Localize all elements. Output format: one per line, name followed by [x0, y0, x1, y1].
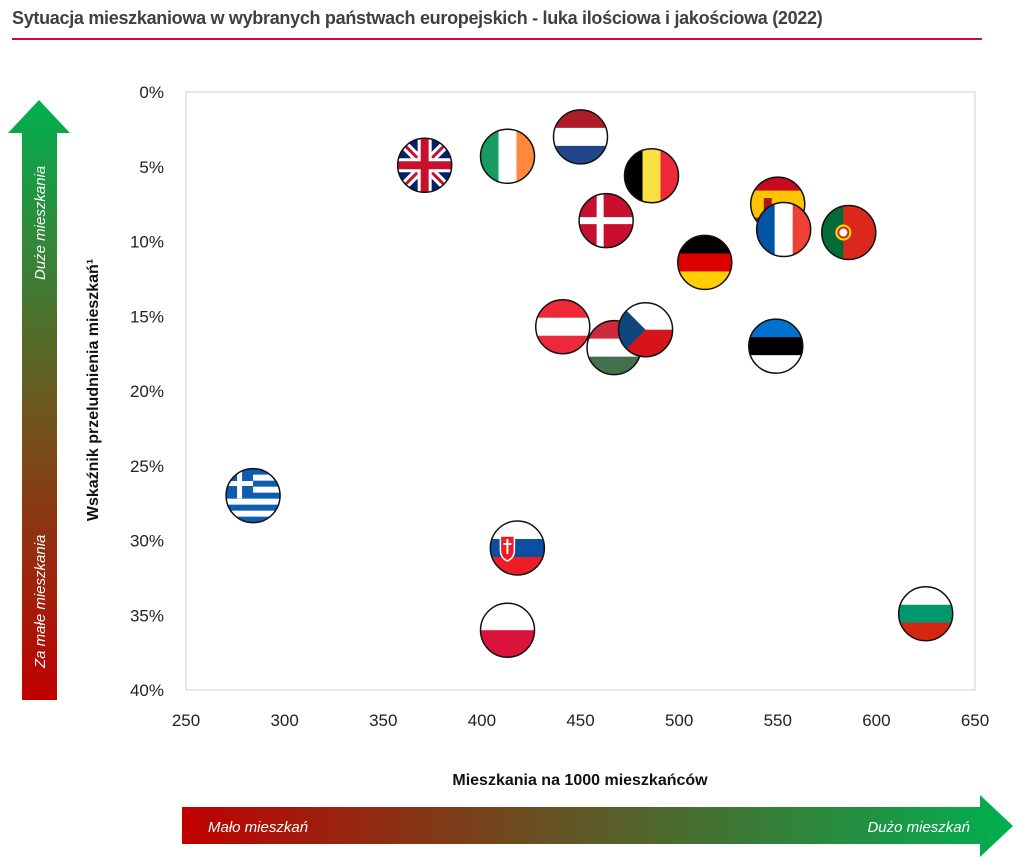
x-tick-label: 550 [764, 711, 792, 730]
x-tick-label: 600 [862, 711, 890, 730]
y-axis-label: Wskaźnik przeludnienia mieszkań¹ [85, 259, 102, 521]
x-axis-label: Mieszkania na 1000 mieszkańców [452, 772, 708, 789]
flag-marker-ireland [479, 128, 536, 185]
x-gradient-arrow [182, 795, 1013, 857]
y-arrow-high-label: Duże mieszkania [32, 166, 49, 280]
flag-marker-poland [479, 602, 536, 658]
y-arrow-low-label: Za małe mieszkania [32, 535, 49, 669]
x-tick-label: 500 [665, 711, 693, 730]
flag-marker-estonia [748, 318, 804, 374]
flag-marker-czechia [617, 301, 674, 358]
flag-marker-germany [677, 234, 733, 291]
y-tick-label: 5% [139, 158, 164, 177]
x-arrow-high-label: Dużo mieszkań [867, 819, 970, 836]
flag-marker-portugal [821, 204, 877, 261]
y-tick-label: 25% [130, 457, 164, 476]
x-tick-label: 450 [566, 711, 594, 730]
y-gradient-arrow [8, 100, 70, 700]
flag-marker-bulgaria [897, 586, 954, 642]
flag-marker-slovakia [489, 520, 546, 576]
flag-marker-uk [396, 137, 453, 194]
x-tick-label: 400 [468, 711, 496, 730]
flag-marker-greece [225, 467, 281, 524]
chart-title: Sytuacja mieszkaniowa w wybranych państw… [12, 8, 823, 28]
y-tick-label: 10% [130, 233, 164, 252]
plot-area [185, 91, 976, 691]
flag-marker-netherlands [552, 109, 609, 165]
flag-marker-belgium [623, 147, 680, 204]
x-tick-label: 350 [369, 711, 397, 730]
x-arrow-low-label: Mało mieszkań [208, 819, 308, 836]
flag-marker-austria [534, 298, 591, 355]
y-tick-label: 35% [130, 606, 164, 625]
y-tick-label: 30% [130, 532, 164, 551]
flag-marker-france [755, 201, 812, 258]
y-tick-label: 20% [130, 382, 164, 401]
flag-marker-denmark [578, 192, 634, 249]
x-tick-label: 250 [172, 711, 200, 730]
x-tick-label: 300 [270, 711, 298, 730]
y-tick-label: 15% [130, 307, 164, 326]
title-divider [12, 38, 982, 40]
x-tick-label: 650 [961, 711, 989, 730]
y-tick-label: 0% [139, 83, 164, 102]
y-tick-label: 40% [130, 681, 164, 700]
